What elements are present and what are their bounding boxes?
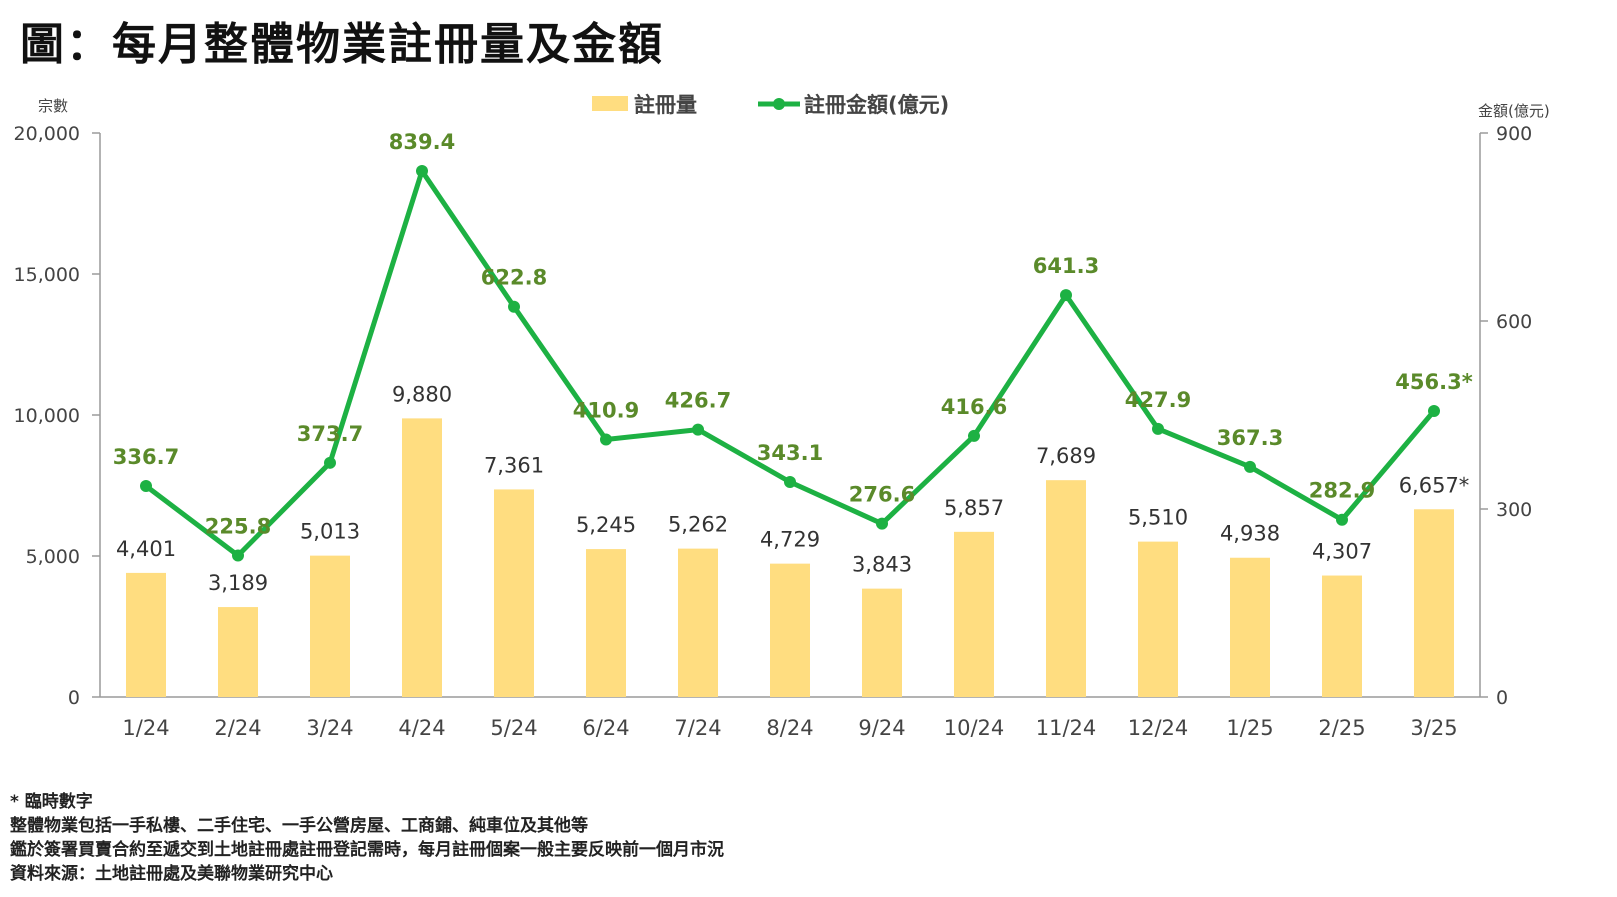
bar-data-label: 4,938 [1220,522,1280,546]
line-point [968,429,980,442]
line-data-label: 373.7 [297,422,363,446]
footnote-timing: 鑑於簽署買賣合約至遞交到土地註冊處註冊登記需時，每月註冊個案一般主要反映前一個月… [10,840,724,860]
footnotes: * 臨時數字 整體物業包括一手私樓、二手住宅、一手公營房屋、工商鋪、純車位及其他… [10,790,724,886]
x-tick-label: 3/24 [306,716,353,740]
line-data-label: 336.7 [113,445,179,469]
x-tick-label: 4/24 [398,716,445,740]
bar-data-label: 5,857 [944,496,1004,520]
bar-data-label: 5,245 [576,513,636,537]
line-data-label: 839.4 [389,130,455,154]
line-data-label: 343.1 [757,441,823,465]
line-data-label: 456.3* [1395,370,1472,394]
x-tick-label: 12/24 [1128,716,1189,740]
x-tick-label: 8/24 [766,716,813,740]
line-point [508,300,520,313]
right-tick-label: 600 [1496,311,1532,333]
x-tick-label: 9/24 [858,716,905,740]
bar-registration-count [770,563,810,697]
x-tick-label: 2/25 [1318,716,1365,740]
bar-registration-count [402,418,442,697]
bar-data-label: 7,689 [1036,444,1096,468]
footnote-source: 資料來源：土地註冊處及美聯物業研究中心 [10,864,333,884]
left-tick-label: 15,000 [14,264,80,286]
legend-label-bars: 註冊量 [634,93,697,117]
x-tick-label: 11/24 [1036,716,1097,740]
page-title: 圖：每月整體物業註冊量及金額 [20,19,664,70]
legend-label-line: 註冊金額(億元) [804,93,949,117]
x-tick-label: 7/24 [674,716,721,740]
bar-data-label: 7,361 [484,453,544,477]
line-point [876,517,888,530]
x-tick-label: 6/24 [582,716,629,740]
line-data-label: 427.9 [1125,388,1191,412]
line-point [1060,289,1072,302]
bar-registration-count [310,555,350,697]
bar-registration-count [678,548,718,697]
x-tick-label: 3/25 [1410,716,1457,740]
x-tick-label: 1/25 [1226,716,1273,740]
line-point [232,549,244,562]
x-tick-label: 1/24 [122,716,169,740]
footnote-provisional: * 臨時數字 [10,792,93,812]
line-point [416,164,428,177]
bar-data-label: 5,510 [1128,506,1188,530]
bar-data-label: 4,401 [116,537,176,561]
bar-data-label: 5,262 [668,513,728,537]
legend-marker-line [773,98,785,110]
line-data-label: 426.7 [665,389,731,413]
bar-data-label: 4,729 [760,528,820,552]
right-tick-label: 0 [1496,687,1508,709]
chart: 0 5,000 10,000 15,000 20,000 0 300 600 900 宗數 金額(億… [14,93,1550,740]
right-axis-title: 金額(億元) [1478,102,1550,120]
line-data-label: 367.3 [1217,426,1283,450]
bar-registration-count [1322,575,1362,697]
left-tick-label: 10,000 [14,405,80,427]
line-registration-value [144,168,1436,558]
line-point [1152,422,1164,435]
bar-registration-count [1138,541,1178,697]
line-point [692,423,704,436]
line-point [140,480,152,493]
line-data-label: 225.8 [205,514,271,538]
bar-registration-count [1046,480,1086,697]
bar-data-label: 9,880 [392,382,452,406]
line-point [784,475,796,488]
bar-registration-count [1230,557,1270,697]
bar-registration-count [218,607,258,697]
x-tick-label: 5/24 [490,716,537,740]
x-tick-label: 2/24 [214,716,261,740]
line-point [600,433,612,446]
right-tick-label: 900 [1496,123,1532,145]
bar-data-label: 5,013 [300,520,360,544]
line-point [1244,460,1256,473]
line-point [1428,405,1440,418]
footnote-scope: 整體物業包括一手私樓、二手住宅、一手公營房屋、工商鋪、純車位及其他等 [10,816,588,836]
left-tick-label: 0 [68,687,80,709]
bar-data-label: 6,657* [1399,473,1470,497]
line-data-label: 276.6 [849,483,915,507]
line-data-label: 410.9 [573,399,639,423]
bar-registration-count [954,531,994,697]
left-axis-title: 宗數 [38,97,68,115]
bar-data-label: 3,843 [852,553,912,577]
left-tick-label: 20,000 [14,123,80,145]
bar-registration-count [862,588,902,697]
line-data-label: 282.9 [1309,479,1375,503]
line-data-label: 641.3 [1033,254,1099,278]
right-tick-label: 300 [1496,499,1532,521]
legend-swatch-bars [592,96,628,111]
bar-registration-count [1414,509,1454,697]
bar-registration-count [494,489,534,697]
bar-data-label: 4,307 [1312,540,1372,564]
bar-registration-count [126,572,166,697]
left-tick-label: 5,000 [26,546,80,568]
line-data-label: 416.6 [941,395,1007,419]
line-point [1336,513,1348,526]
bar-registration-count [586,549,626,697]
line-data-label: 622.8 [481,266,547,290]
bar-data-label: 3,189 [208,571,268,595]
x-tick-label: 10/24 [944,716,1005,740]
line-point [324,456,336,469]
